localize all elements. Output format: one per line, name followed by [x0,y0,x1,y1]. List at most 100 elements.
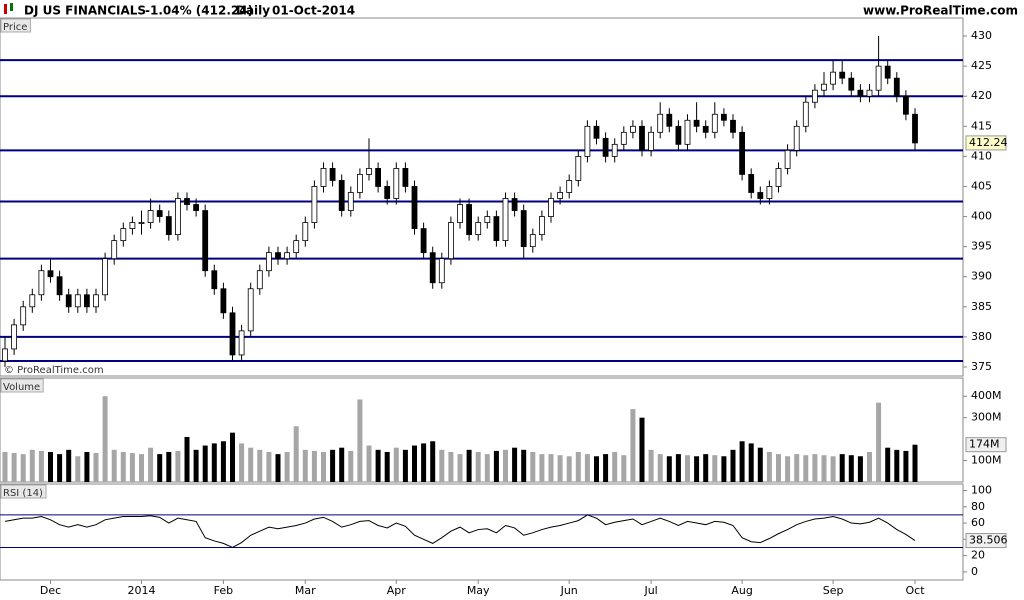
candle-body [275,252,281,260]
panel-name: RSI (14) [3,488,43,499]
candle-body [593,125,600,139]
volume-bar [230,432,235,482]
candle-body [147,210,154,223]
volume-bar [75,456,81,482]
candle-body [265,252,272,272]
date: 01-Oct-2014 [272,4,355,18]
candle-body [502,198,509,242]
volume-bar [120,451,126,482]
volume-bar [393,447,399,482]
candle-body [821,83,827,91]
volume-bar [111,449,117,482]
candle-body [775,168,782,187]
candle-body [65,294,72,308]
volume-bar [730,449,736,482]
icon [4,4,7,14]
candle-body [102,258,108,296]
candle-body [174,198,181,236]
candle-body [138,222,145,224]
candle-body [338,180,345,211]
volume-bar [594,456,599,482]
candle-body [702,125,709,133]
y-tick-label: 425 [971,59,992,72]
candle-body [420,228,427,254]
volume-bar [812,454,818,482]
candle-body [511,198,518,211]
volume-bar [448,451,454,482]
volume-bar [739,441,745,482]
watermark: © ProRealTime.com [4,365,104,376]
candle-body [884,65,891,79]
volume-bar [712,455,718,482]
volume-bar [776,454,781,482]
candle-body [393,168,400,199]
candle-body [839,71,846,79]
volume-bar [903,450,909,482]
candle-body [466,204,473,236]
candle-body [584,125,591,157]
candle-body [402,168,409,187]
volume-bar [2,451,8,482]
volume-bar [521,449,527,482]
candle-body [438,258,445,284]
x-tick-label: Mar [295,584,316,597]
candle-body [766,186,773,199]
x-tick-label: May [467,584,490,597]
candle-body [347,192,354,211]
candle-body [784,149,791,169]
volume-bar [430,441,436,482]
y-tick-label: 375 [971,360,992,373]
change: -1.04% (412.24) [145,4,253,18]
volume-bar [894,449,900,482]
volume-bar [266,451,272,482]
volume-bar [621,455,627,482]
candle-body [247,288,254,332]
candle-body [620,131,627,145]
volume-bar [484,454,490,482]
y-tick-label: 0 [971,565,978,578]
candle-body [684,119,691,145]
candle-body [611,143,618,157]
candle-body [211,270,218,290]
x-tick-label: Dec [40,584,61,597]
y-tick-label: 100M [971,454,1002,467]
candle-body [302,222,309,242]
candle-body [730,119,736,133]
volume-bar [848,455,854,482]
volume-bar [175,450,181,482]
candle-body [229,312,236,356]
candle-body [256,270,263,290]
candle-body [375,168,382,187]
volume-bar [248,447,254,482]
volume-bar [202,445,208,482]
candle-body [156,210,163,217]
volume-bar [239,443,245,482]
volume-bar [348,450,354,482]
candle-body [830,71,836,85]
candle-body [857,89,864,97]
candle-body [220,288,227,314]
volume-bar [630,409,636,482]
volume-bar [193,449,199,482]
candle-body [802,101,809,127]
y-tick-label: 60 [971,516,985,529]
candle-body [74,294,81,308]
volume-bar [311,450,317,482]
volume-bar [412,445,417,482]
volume-bar [330,449,336,482]
y-tick-label: 400M [971,389,1002,402]
candle-body [429,252,436,284]
candle-body [529,234,536,248]
candle-body [56,276,63,296]
volume-bar [211,443,217,482]
volume-bar [566,456,572,482]
candle-body [666,113,673,127]
volume-bar [694,456,700,482]
volume-bar [785,456,791,482]
volume-bar [157,454,163,482]
y-tick-label: 420 [971,89,992,102]
candle-body [903,95,909,115]
volume-bar [648,449,654,482]
volume-bar [867,451,872,482]
